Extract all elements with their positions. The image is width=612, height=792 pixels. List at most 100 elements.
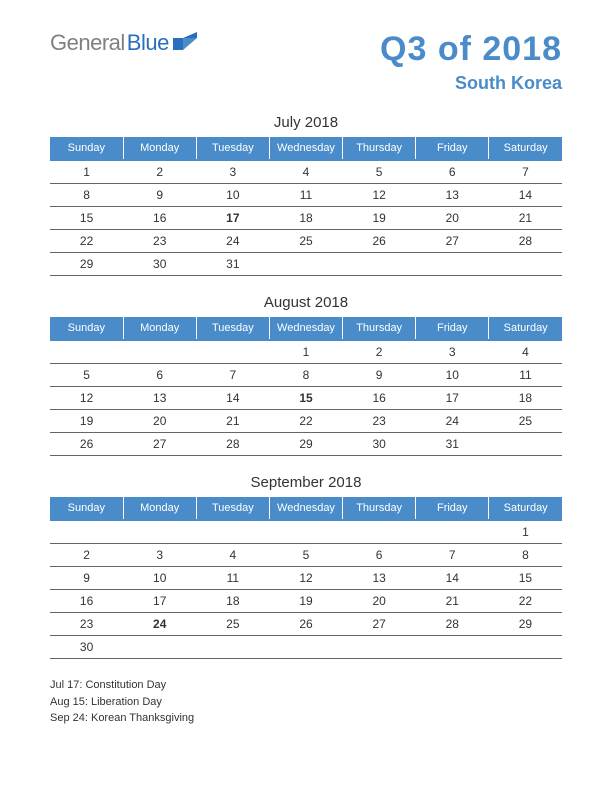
calendar-cell <box>489 433 562 456</box>
calendar-cell: 17 <box>196 207 269 230</box>
calendar-cell <box>123 520 196 544</box>
calendar-cell: 22 <box>489 590 562 613</box>
calendar-cell <box>343 520 416 544</box>
calendar-row: 19202122232425 <box>50 410 562 433</box>
month-title: July 2018 <box>50 114 562 131</box>
calendar-table: SundayMondayTuesdayWednesdayThursdayFrid… <box>50 497 562 659</box>
calendar-cell: 10 <box>416 364 489 387</box>
calendar-cell: 8 <box>269 364 342 387</box>
calendar-row: 1234567 <box>50 160 562 184</box>
calendar-cell: 22 <box>50 230 123 253</box>
month-block: August 2018SundayMondayTuesdayWednesdayT… <box>50 294 562 456</box>
calendar-cell <box>196 520 269 544</box>
holiday-item: Aug 15: Liberation Day <box>50 694 562 711</box>
day-header: Wednesday <box>269 497 342 520</box>
calendar-cell <box>196 340 269 364</box>
calendar-cell: 16 <box>123 207 196 230</box>
calendar-cell: 11 <box>269 184 342 207</box>
calendar-cell: 3 <box>196 160 269 184</box>
day-header: Thursday <box>343 137 416 160</box>
calendar-cell: 24 <box>123 613 196 636</box>
day-header: Tuesday <box>196 317 269 340</box>
calendar-cell: 5 <box>50 364 123 387</box>
day-header: Thursday <box>343 317 416 340</box>
day-header: Monday <box>123 317 196 340</box>
calendar-cell <box>489 253 562 276</box>
calendar-cell: 29 <box>269 433 342 456</box>
calendar-cell <box>343 253 416 276</box>
calendar-cell: 10 <box>123 567 196 590</box>
day-header: Sunday <box>50 137 123 160</box>
page-title: Q3 of 2018 <box>380 30 562 69</box>
day-header: Wednesday <box>269 317 342 340</box>
day-header: Friday <box>416 317 489 340</box>
calendars-container: July 2018SundayMondayTuesdayWednesdayThu… <box>50 114 562 659</box>
calendar-cell: 23 <box>50 613 123 636</box>
calendar-row: 12131415161718 <box>50 387 562 410</box>
calendar-cell: 14 <box>416 567 489 590</box>
calendar-cell: 12 <box>50 387 123 410</box>
calendar-cell: 14 <box>489 184 562 207</box>
logo: GeneralBlue <box>50 30 197 56</box>
calendar-cell: 27 <box>123 433 196 456</box>
calendar-cell: 30 <box>50 636 123 659</box>
calendar-cell: 23 <box>343 410 416 433</box>
month-block: September 2018SundayMondayTuesdayWednesd… <box>50 474 562 659</box>
calendar-table: SundayMondayTuesdayWednesdayThursdayFrid… <box>50 317 562 456</box>
calendar-cell: 13 <box>123 387 196 410</box>
calendar-cell: 28 <box>416 613 489 636</box>
calendar-cell: 26 <box>343 230 416 253</box>
calendar-cell: 30 <box>343 433 416 456</box>
calendar-row: 30 <box>50 636 562 659</box>
calendar-cell: 21 <box>416 590 489 613</box>
calendar-table: SundayMondayTuesdayWednesdayThursdayFrid… <box>50 137 562 276</box>
calendar-cell: 9 <box>123 184 196 207</box>
day-header: Saturday <box>489 497 562 520</box>
calendar-cell: 18 <box>196 590 269 613</box>
calendar-cell: 26 <box>50 433 123 456</box>
calendar-cell: 26 <box>269 613 342 636</box>
calendar-cell <box>123 636 196 659</box>
day-header: Wednesday <box>269 137 342 160</box>
header: GeneralBlue Q3 of 2018 South Korea <box>50 30 562 94</box>
calendar-cell: 8 <box>50 184 123 207</box>
calendar-cell: 16 <box>343 387 416 410</box>
calendar-cell <box>50 520 123 544</box>
calendar-cell: 3 <box>123 544 196 567</box>
calendar-row: 262728293031 <box>50 433 562 456</box>
day-header: Saturday <box>489 137 562 160</box>
calendar-cell: 12 <box>269 567 342 590</box>
calendar-cell: 17 <box>416 387 489 410</box>
calendar-row: 22232425262728 <box>50 230 562 253</box>
calendar-cell <box>269 520 342 544</box>
calendar-cell: 9 <box>343 364 416 387</box>
calendar-cell: 20 <box>416 207 489 230</box>
calendar-cell: 28 <box>196 433 269 456</box>
calendar-cell: 20 <box>123 410 196 433</box>
day-header: Tuesday <box>196 137 269 160</box>
calendar-cell <box>269 253 342 276</box>
calendar-cell: 7 <box>416 544 489 567</box>
calendar-cell: 2 <box>343 340 416 364</box>
day-header: Saturday <box>489 317 562 340</box>
calendar-cell <box>196 636 269 659</box>
calendar-cell: 13 <box>416 184 489 207</box>
calendar-cell <box>343 636 416 659</box>
calendar-cell: 24 <box>196 230 269 253</box>
calendar-cell <box>269 636 342 659</box>
calendar-cell: 19 <box>343 207 416 230</box>
calendar-cell: 19 <box>269 590 342 613</box>
calendar-cell: 6 <box>123 364 196 387</box>
month-block: July 2018 SundayMondayTuesdayWednesdayThu… <box>50 114 562 276</box>
title-block: Q3 of 2018 South Korea <box>380 30 562 94</box>
calendar-cell: 1 <box>50 160 123 184</box>
calendar-cell: 21 <box>489 207 562 230</box>
calendar-cell: 5 <box>269 544 342 567</box>
day-header: Monday <box>123 137 196 160</box>
calendar-cell: 11 <box>489 364 562 387</box>
calendar-cell: 25 <box>196 613 269 636</box>
calendar-cell: 2 <box>123 160 196 184</box>
calendar-cell: 9 <box>50 567 123 590</box>
calendar-cell: 23 <box>123 230 196 253</box>
calendar-cell: 15 <box>489 567 562 590</box>
